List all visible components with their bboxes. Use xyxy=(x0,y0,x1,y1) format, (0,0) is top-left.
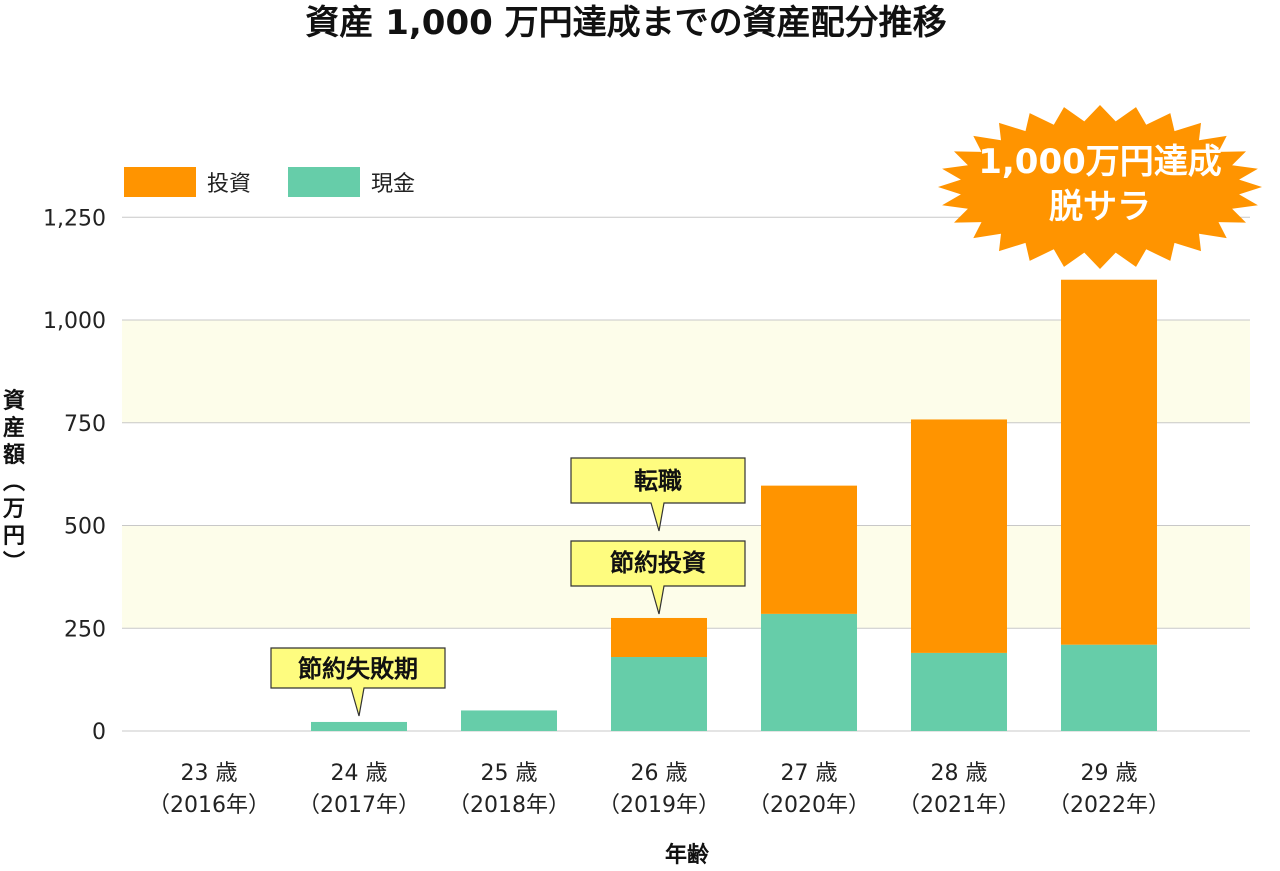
x-tick-age: 23 歳 xyxy=(181,761,238,786)
x-tick-age: 25 歳 xyxy=(481,761,538,786)
bars xyxy=(311,279,1157,731)
x-tick-year: （2018年） xyxy=(448,793,570,818)
x-tick-year: （2021年） xyxy=(898,793,1020,818)
x-tick-age: 27 歳 xyxy=(781,761,838,786)
bar-cash xyxy=(311,721,407,731)
callout-label: 節約投資 xyxy=(610,549,706,577)
legend-swatch-cash xyxy=(288,167,360,197)
bar-cash xyxy=(1061,644,1157,731)
x-axis-label: 年齢 xyxy=(665,842,710,868)
x-tick-year: （2017年） xyxy=(298,793,420,818)
y-tick-label: 1,250 xyxy=(43,206,106,231)
y-tick-label: 1,000 xyxy=(43,309,106,334)
y-tick-label: 0 xyxy=(92,720,106,745)
y-axis-label: 資産額︵万円︶ xyxy=(2,388,25,576)
x-tick-year: （2020年） xyxy=(748,793,870,818)
legend-swatch-invest xyxy=(124,167,196,197)
bar-invest xyxy=(911,419,1007,653)
bar-cash xyxy=(611,657,707,731)
callout-label: 転職 xyxy=(634,467,682,495)
x-tick-age: 29 歳 xyxy=(1081,761,1138,786)
bar-cash xyxy=(761,613,857,731)
starburst-line1: 1,000万円達成 xyxy=(978,142,1222,182)
x-axis-categories: 23 歳 （2016年） 24 歳 （2017年） 25 歳 （2018年） 26 歳 （20… xyxy=(148,761,1170,818)
callout-setsuyaku-toushi: 節約投資 xyxy=(570,540,746,615)
x-tick-year: （2022年） xyxy=(1048,793,1170,818)
legend-label-invest: 投資 xyxy=(207,172,251,197)
y-tick-label: 500 xyxy=(64,515,106,540)
y-tick-label: 750 xyxy=(64,412,106,437)
bar-cash xyxy=(911,652,1007,731)
legend: 投資 現金 xyxy=(124,167,415,197)
bar-invest xyxy=(611,617,707,658)
starburst-badge: 1,000万円達成 脱サラ xyxy=(938,105,1262,269)
starburst-shape xyxy=(938,105,1262,269)
x-tick-age: 26 歳 xyxy=(631,761,688,786)
y-tick-label: 250 xyxy=(64,617,106,642)
callout-setsuyaku-shippai: 節約失敗期 xyxy=(270,647,446,717)
bar-invest xyxy=(1061,279,1157,645)
starburst-line2: 脱サラ xyxy=(1049,187,1151,227)
legend-label-cash: 現金 xyxy=(371,172,415,197)
bar-invest xyxy=(761,485,857,614)
x-tick-age: 28 歳 xyxy=(931,761,988,786)
callout-tenshoku: 転職 xyxy=(570,457,746,532)
x-tick-year: （2016年） xyxy=(148,793,270,818)
x-tick-age: 24 歳 xyxy=(331,761,388,786)
callout-label: 節約失敗期 xyxy=(298,655,418,683)
y-axis-ticks: 0 250 500 750 1,000 1,250 xyxy=(43,206,106,745)
x-tick-year: （2019年） xyxy=(598,793,720,818)
bar-cash xyxy=(461,710,557,731)
chart-title: 資産 1,000 万円達成までの資産配分推移 xyxy=(305,3,946,43)
